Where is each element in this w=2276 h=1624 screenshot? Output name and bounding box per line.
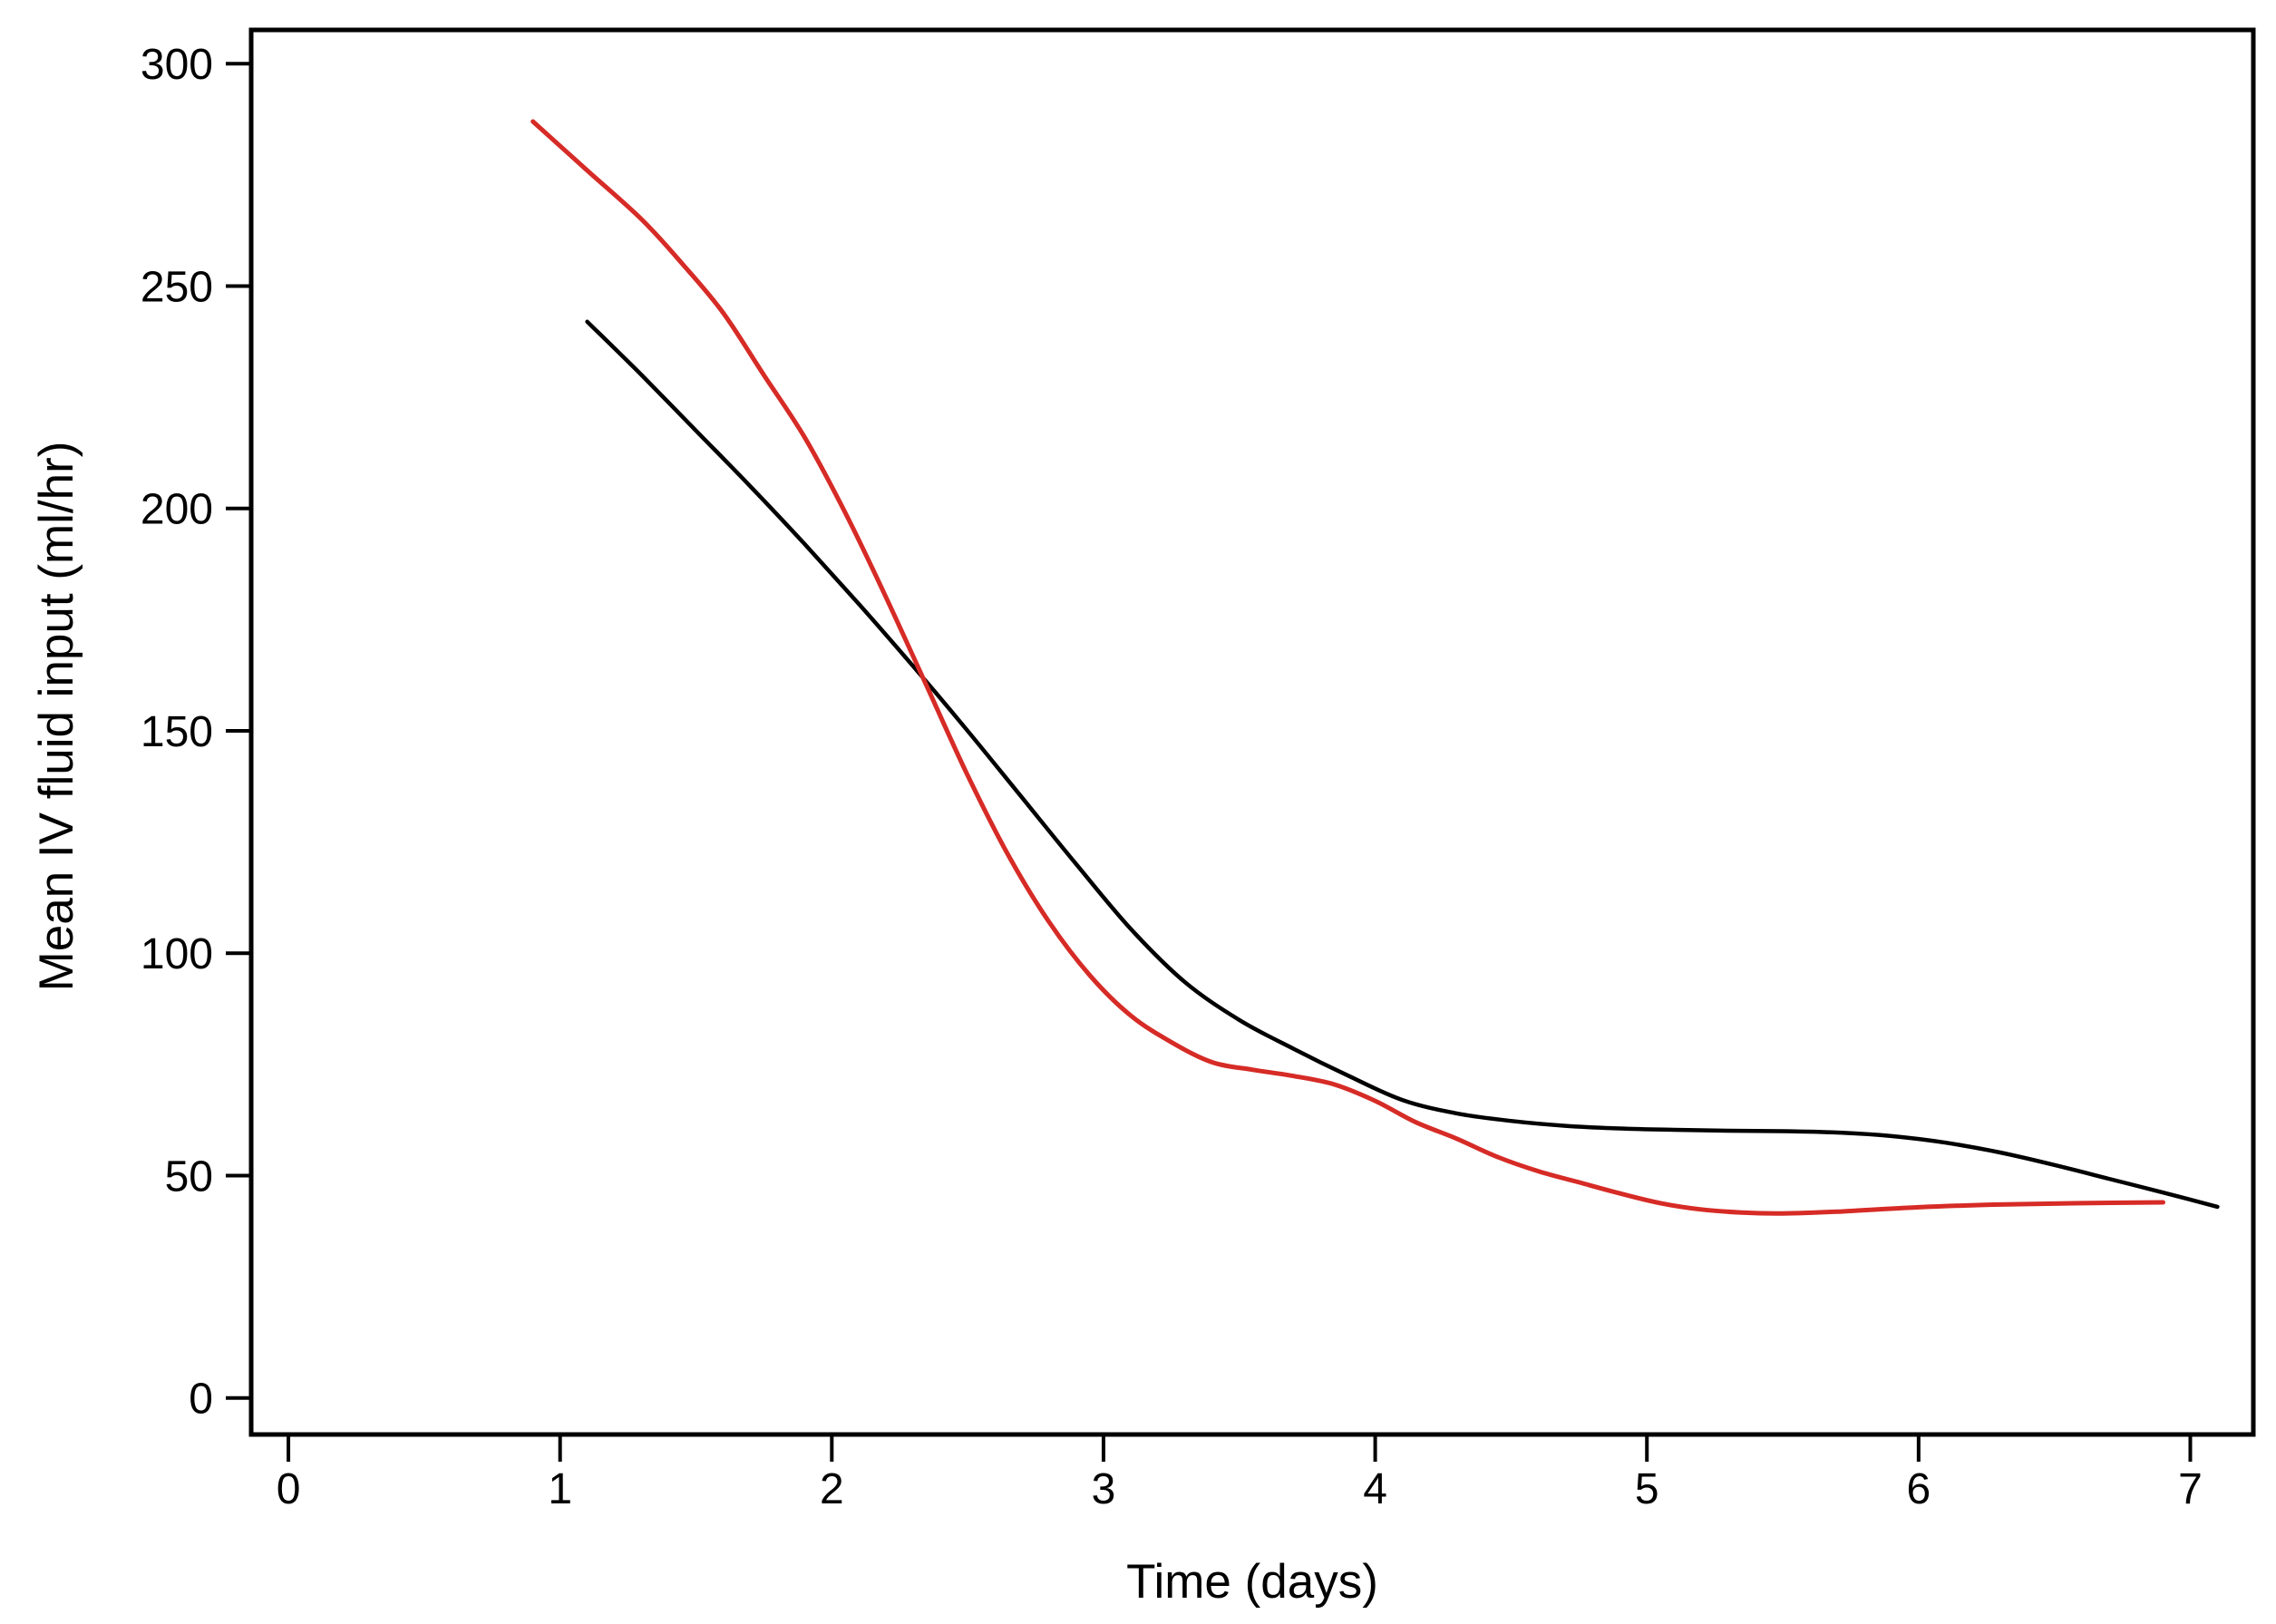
plot-frame [248,27,2256,1437]
y-axis-title: Mean IV fluid input (ml/hr) [30,442,83,992]
x-axis-tick-label: 2 [820,1465,844,1513]
axis-ticks: 0 1 2 3 4 5 6 7 0 50 100 150 200 250 300 [141,41,2203,1513]
x-axis-tick-label: 6 [1906,1465,1931,1513]
y-axis-tick-label: 100 [141,930,213,978]
red-curve-series-line [530,119,2165,1216]
y-axis-tick-label: 300 [141,41,213,89]
data-series [530,119,2220,1216]
x-axis-title: Time (days) [1126,1555,1378,1609]
y-axis-tick-label: 250 [141,263,213,311]
y-axis-tick-label: 200 [141,486,213,534]
x-axis-tick-label: 3 [1092,1465,1116,1513]
y-axis-tick-label: 50 [165,1152,213,1201]
black-curve-series-line [585,319,2220,1210]
x-axis-tick-label: 5 [1635,1465,1659,1513]
y-axis-tick-label: 150 [141,708,213,756]
x-axis-tick-label: 7 [2178,1465,2203,1513]
x-axis-tick-label: 1 [548,1465,572,1513]
y-axis-tick-label: 0 [189,1376,213,1424]
plot-area [248,27,2256,1437]
x-axis-tick-label: 4 [1363,1465,1387,1513]
x-axis-tick-label: 0 [277,1465,301,1513]
